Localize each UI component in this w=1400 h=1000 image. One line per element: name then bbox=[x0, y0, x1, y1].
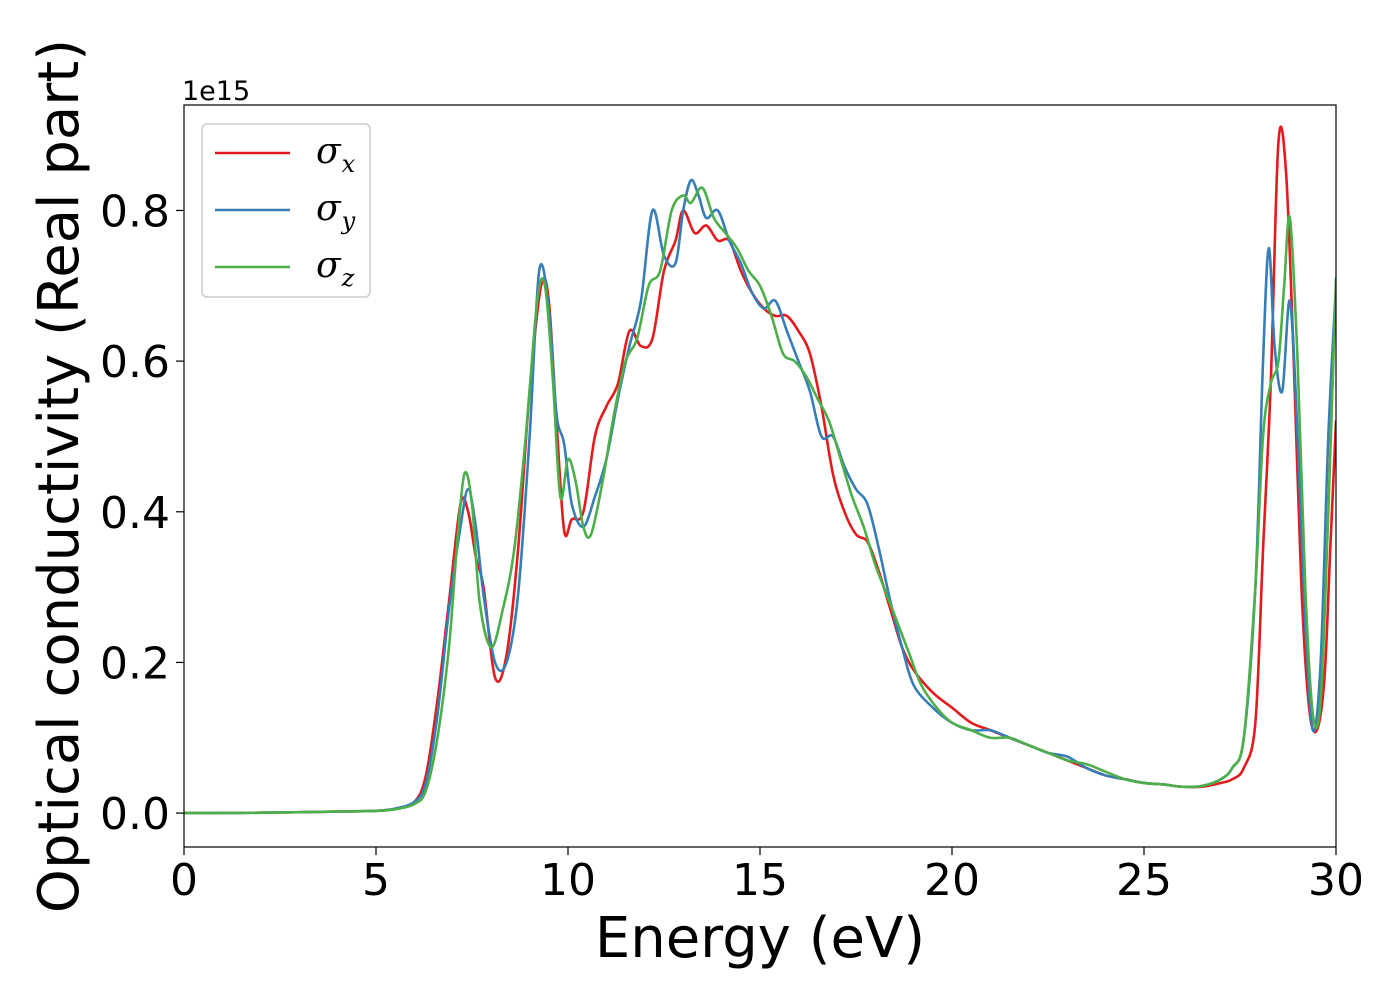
y-tick-label: 0.2 bbox=[100, 638, 170, 689]
y-axis: 0.0 0.2 0.4 0.6 0.8 bbox=[100, 186, 184, 840]
plot-background bbox=[184, 105, 1336, 847]
y-tick-label: 0.8 bbox=[100, 186, 170, 237]
y-tick-label: 0.0 bbox=[100, 789, 170, 840]
x-tick-label: 15 bbox=[732, 855, 788, 906]
legend-subscript-y: y bbox=[341, 207, 356, 235]
series-line-x bbox=[184, 125, 1336, 815]
y-tick-label: 0.4 bbox=[100, 488, 170, 539]
x-tick-label: 20 bbox=[924, 855, 980, 906]
x-tick-label: 0 bbox=[170, 855, 198, 906]
y-tick-label: 0.6 bbox=[100, 337, 170, 388]
x-tick-label: 5 bbox=[362, 855, 390, 906]
series-line-z bbox=[184, 186, 1336, 815]
x-axis: 0 5 10 15 20 25 30 bbox=[170, 847, 1364, 906]
x-tick-label: 25 bbox=[1116, 855, 1172, 906]
legend-subscript-z: z bbox=[341, 264, 355, 292]
x-tick-label: 10 bbox=[540, 855, 596, 906]
x-axis-label: Energy (eV) bbox=[595, 906, 925, 971]
y-axis-label: Optical conductivity (Real part) bbox=[27, 39, 92, 913]
series-layer bbox=[184, 125, 1336, 815]
x-tick-label: 30 bbox=[1308, 855, 1364, 906]
legend-subscript-x: x bbox=[342, 150, 356, 178]
y-offset-text: 1e15 bbox=[182, 76, 250, 107]
